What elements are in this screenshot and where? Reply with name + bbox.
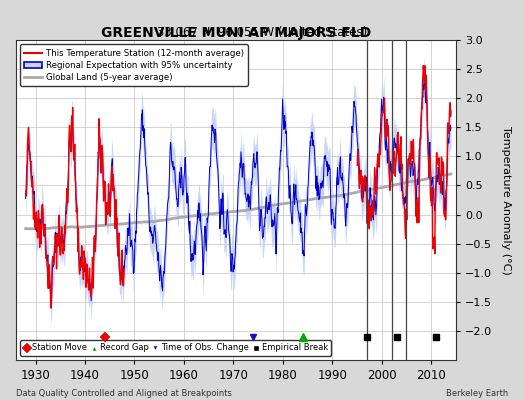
Title: GREENVILLE MUNI AP MAJORS FLD: GREENVILLE MUNI AP MAJORS FLD [101, 26, 371, 40]
Text: Berkeley Earth: Berkeley Earth [446, 389, 508, 398]
Text: Data Quality Controlled and Aligned at Breakpoints: Data Quality Controlled and Aligned at B… [16, 389, 232, 398]
Legend: Station Move, Record Gap, Time of Obs. Change, Empirical Break: Station Move, Record Gap, Time of Obs. C… [20, 340, 331, 356]
Y-axis label: Temperature Anomaly (°C): Temperature Anomaly (°C) [501, 126, 511, 274]
Text: 33.067 N, 96.055 W (United States): 33.067 N, 96.055 W (United States) [157, 26, 367, 39]
